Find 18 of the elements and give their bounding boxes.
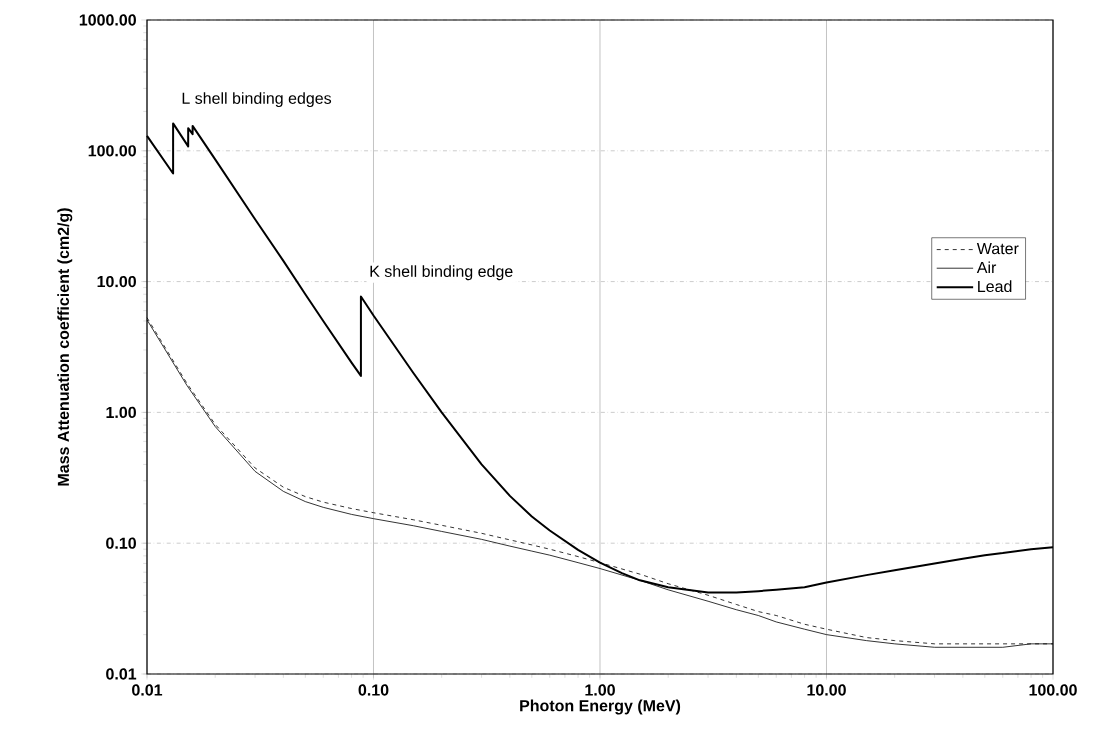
- x-tick-label: 0.01: [132, 684, 163, 696]
- y-tick-label: 100.00: [88, 145, 136, 157]
- y-tick-label: 0.01: [106, 668, 137, 680]
- y-tick-label: 1.00: [106, 406, 136, 419]
- x-axis-title: Photon Energy (MeV): [520, 699, 681, 715]
- y-tick-label: 1000.00: [79, 14, 136, 26]
- y-axis-title: Mass Attenuation coefficient (cm2/g): [57, 208, 73, 486]
- x-tick-label: 10.00: [807, 684, 846, 696]
- y-tick-label: 0.10: [106, 537, 136, 549]
- x-tick-label: 100.00: [1029, 684, 1077, 696]
- legend-label: Water: [976, 243, 1019, 255]
- x-tick-label: 1.00: [585, 684, 615, 696]
- x-tick-label: 0.10: [358, 684, 389, 696]
- annotation: L shell binding edges: [182, 92, 332, 108]
- y-tick-label: 10.00: [97, 275, 136, 288]
- legend-label: Lead: [978, 280, 1012, 293]
- annotation: K shell binding edge: [370, 265, 513, 281]
- legend-label: Air: [976, 261, 997, 274]
